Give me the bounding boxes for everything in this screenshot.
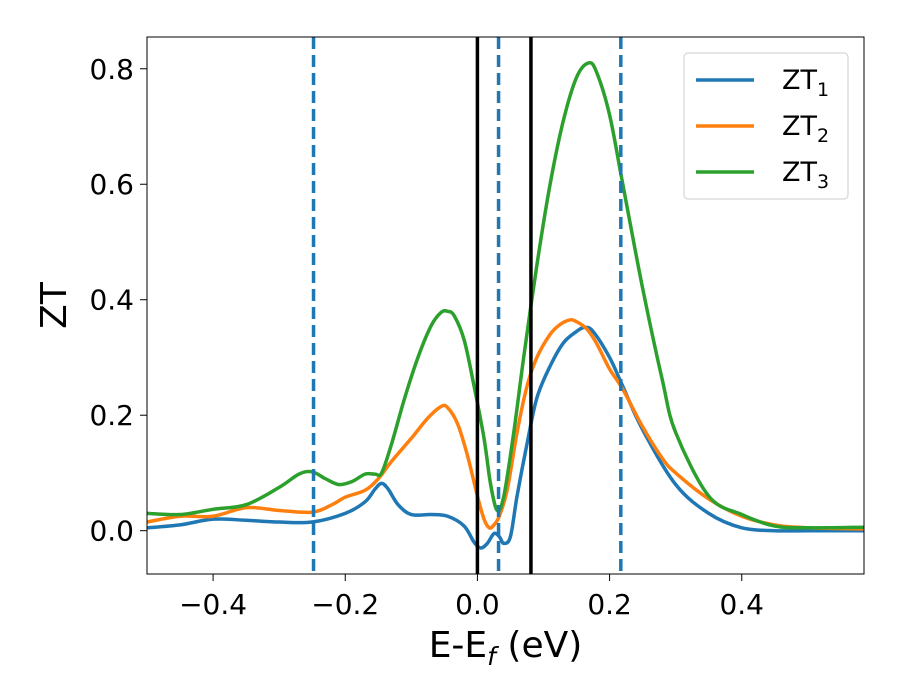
legend-label: ZT2 <box>782 111 829 147</box>
y-tick-label: 0.6 <box>89 168 134 201</box>
x-tick-label: −0.2 <box>311 588 379 621</box>
series-line-zt3 <box>147 60 864 530</box>
y-tick-label: 0.8 <box>89 53 134 86</box>
y-tick-label: 0.2 <box>89 399 134 432</box>
x-tick-label: 0.2 <box>587 588 632 621</box>
legend-box <box>683 52 849 200</box>
legend-entry-zt2: ZT2 <box>696 111 829 147</box>
x-tick-label: 0.4 <box>719 588 764 621</box>
legend-label: ZT1 <box>782 65 829 101</box>
series-line-zt2 <box>147 318 864 531</box>
y-axis-ticks: 0.0 0.2 0.4 0.6 0.8 <box>89 53 147 548</box>
x-tick-label: 0.0 <box>455 588 500 621</box>
y-axis-title: ZT <box>34 281 75 329</box>
y-tick-label: 0.4 <box>89 284 134 317</box>
y-tick-label: 0.0 <box>89 515 134 548</box>
axes-frame <box>146 36 865 575</box>
legend-entry-zt1: ZT1 <box>696 65 829 101</box>
vertical-reference-lines <box>311 37 623 574</box>
legend-entry-zt3: ZT3 <box>696 157 829 193</box>
x-axis-title: E-Ef (eV) <box>429 625 583 671</box>
legend-label: ZT3 <box>782 157 829 193</box>
x-tick-label: −0.4 <box>179 588 247 621</box>
series-line-zt1 <box>147 325 864 550</box>
x-axis-ticks: −0.4 −0.2 0.0 0.2 0.4 <box>179 574 764 621</box>
legend: ZT1 ZT2 ZT3 <box>683 52 849 200</box>
